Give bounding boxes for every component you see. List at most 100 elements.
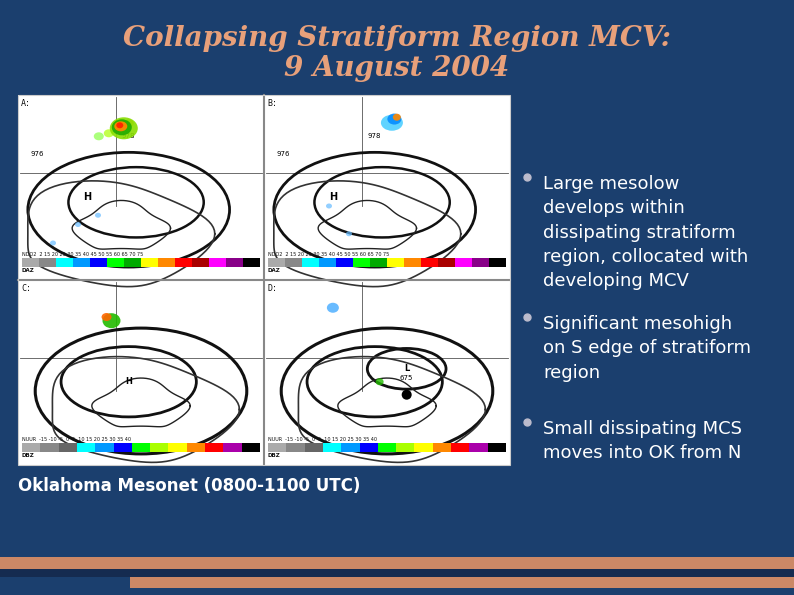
Bar [455,258,472,267]
Ellipse shape [112,120,132,135]
Bar [168,443,187,452]
Bar [421,258,438,267]
Bar [150,443,168,452]
Bar [18,95,510,465]
Text: NDO2  2 15 20 25 30 35 40 45 50 55 60 65 70 75: NDO2 2 15 20 25 30 35 40 45 50 55 60 65 … [22,252,143,257]
Text: H: H [83,192,91,202]
Text: NUUR  -15 -10 -5  0  5  10 15 20 25 30 35 40: NUUR -15 -10 -5 0 5 10 15 20 25 30 35 40 [268,437,377,442]
Bar [187,443,205,452]
Ellipse shape [346,231,352,236]
Text: Oklahoma Mesonet (0800-1100 UTC): Oklahoma Mesonet (0800-1100 UTC) [18,477,360,495]
Ellipse shape [75,222,81,227]
Bar [175,258,192,267]
Bar [488,443,506,452]
Bar [226,258,243,267]
Circle shape [402,390,411,400]
Text: Significant mesohigh
on S edge of stratiform
region: Significant mesohigh on S edge of strati… [543,315,751,381]
Ellipse shape [393,114,401,121]
Text: NUUR  -15 -10 -5  0  5  10 15 20 25 30 35 40: NUUR -15 -10 -5 0 5 10 15 20 25 30 35 40 [22,437,131,442]
Text: B:: B: [267,99,277,108]
Text: C:: C: [21,284,31,293]
Bar [22,443,40,452]
Bar [22,258,39,267]
Bar [336,258,353,267]
Bar [18,95,510,465]
Text: 978: 978 [368,133,381,139]
Ellipse shape [102,313,112,321]
Bar [360,443,378,452]
Bar [404,258,421,267]
Bar [18,95,264,280]
Bar [319,258,336,267]
Ellipse shape [95,213,101,218]
Bar [114,443,132,452]
Text: H: H [329,192,337,202]
Bar [77,443,95,452]
Text: NDO2  2 15 20 25 30 35 40 45 50 55 60 65 70 75: NDO2 2 15 20 25 30 35 40 45 50 55 60 65 … [268,252,389,257]
Bar [90,258,107,267]
Ellipse shape [104,129,114,137]
Text: D:: D: [267,284,277,293]
Ellipse shape [124,120,133,127]
Text: Small dissipating MCS
moves into OK from N: Small dissipating MCS moves into OK from… [543,420,742,462]
Bar [18,280,264,465]
Bar [268,258,285,267]
Text: DAZ: DAZ [268,268,281,273]
Ellipse shape [376,378,384,385]
Bar [472,258,489,267]
Ellipse shape [94,132,104,140]
Text: DBZ: DBZ [268,453,281,458]
Bar [132,443,150,452]
Bar [438,258,455,267]
Text: 675: 675 [400,375,414,381]
Bar [287,443,305,452]
Bar [353,258,370,267]
Bar [0,569,794,577]
Bar [341,443,360,452]
Bar [141,258,158,267]
Bar [264,95,510,280]
Text: Collapsing Stratiform Region MCV:: Collapsing Stratiform Region MCV: [123,24,671,52]
Text: H: H [125,377,132,386]
Bar [39,258,56,267]
Bar [396,443,414,452]
Ellipse shape [326,203,332,208]
Bar [433,443,451,452]
Bar [59,443,77,452]
Bar [305,443,323,452]
Bar [130,577,794,588]
Bar [264,280,510,465]
Bar [302,258,319,267]
Bar [73,258,90,267]
Bar [370,258,387,267]
Ellipse shape [327,303,339,313]
Bar [40,443,59,452]
Ellipse shape [387,114,402,124]
Bar [469,443,488,452]
Text: Large mesolow
develops within
dissipating stratiform
region, collocated with
dev: Large mesolow develops within dissipatin… [543,175,748,290]
Bar [0,557,794,569]
Bar [241,443,260,452]
Bar [192,258,209,267]
Bar [387,258,404,267]
Bar [205,443,223,452]
Bar [378,443,396,452]
Bar [95,443,114,452]
Ellipse shape [114,121,127,131]
Bar [107,258,124,267]
Ellipse shape [116,123,123,129]
Bar [56,258,73,267]
Ellipse shape [110,117,138,139]
Bar [209,258,226,267]
Bar [158,258,175,267]
Text: 978: 978 [122,133,136,139]
Ellipse shape [102,313,121,328]
Bar [323,443,341,452]
Bar [223,443,241,452]
Text: L: L [404,364,409,373]
Bar [451,443,469,452]
Text: DBZ: DBZ [22,453,35,458]
Text: 976: 976 [277,151,291,157]
Bar [268,443,287,452]
Text: DAZ: DAZ [22,268,35,273]
